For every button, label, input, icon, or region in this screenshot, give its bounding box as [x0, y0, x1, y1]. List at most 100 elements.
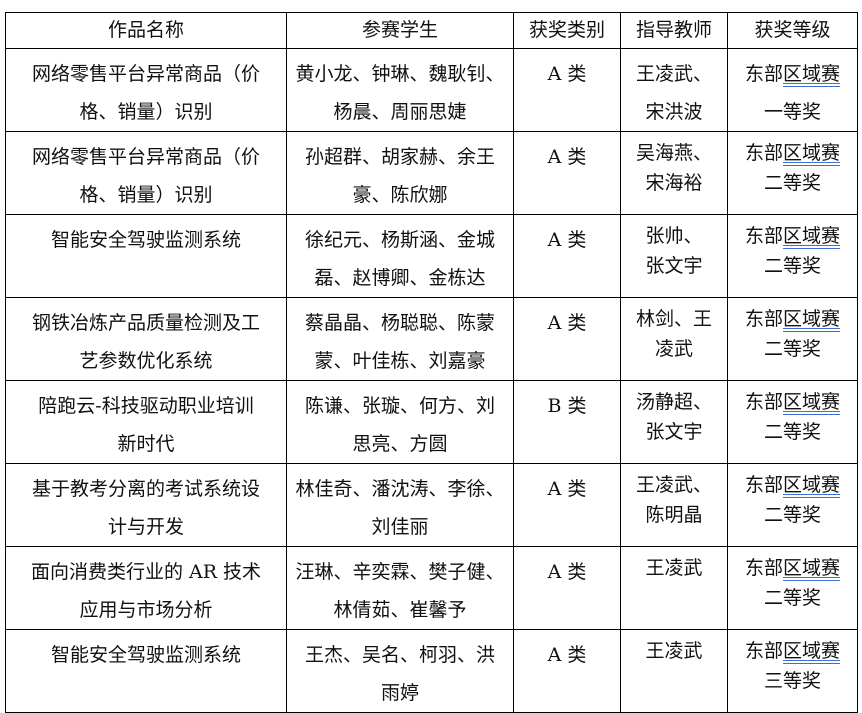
students-cell: 陈谦、张璇、何方、刘 思亮、方圆 [286, 380, 514, 464]
teachers-cell: 吴海燕、 宋海裕 [620, 131, 728, 215]
students-cell-line: 磊、赵博卿、金栋达 [314, 267, 486, 289]
teachers-cell-line: 张文宇 [645, 255, 703, 277]
students-cell: 徐纪元、杨斯涵、金城 磊、赵博卿、金栋达 [286, 214, 514, 298]
award-level: 二等奖 [763, 172, 821, 194]
award-content: 东部区域赛 二等奖 [728, 298, 857, 364]
category-content: A 类 [514, 215, 620, 259]
students-cell-content: 徐纪元、杨斯涵、金城 磊、赵博卿、金栋达 [287, 215, 513, 297]
students-cell-content: 陈谦、张璇、何方、刘 思亮、方圆 [287, 381, 513, 463]
teachers-cell-line: 宋海裕 [645, 172, 703, 194]
students-cell-content: 王杰、吴名、柯羽、洪 雨婷 [287, 630, 513, 712]
students-cell-line: 林佳奇、潘沈涛、李徐、 [295, 478, 505, 500]
students-cell-line: 王杰、吴名、柯羽、洪 [304, 644, 495, 666]
table-row: 钢铁冶炼产品质量检测及工 艺参数优化系统 蔡晶晶、杨聪聪、陈蒙 蒙、叶佳栋、刘嘉豪 A … [5, 297, 858, 381]
students-cell: 蔡晶晶、杨聪聪、陈蒙 蒙、叶佳栋、刘嘉豪 [286, 297, 514, 381]
table-row: 陪跑云-科技驱动职业培训 新时代 陈谦、张璇、何方、刘 思亮、方圆 B 类汤静超、 张文宇… [5, 380, 858, 464]
students-cell-line: 杨晨、周丽思婕 [333, 101, 467, 123]
award-content: 东部区域赛一等奖 [728, 49, 857, 131]
category-content: A 类 [514, 464, 620, 508]
work-name-cell-content: 面向消费类行业的 AR 技术 应用与市场分析 [6, 547, 286, 629]
teachers-cell-line: 吴海燕、 [635, 142, 712, 164]
category-content: A 类 [514, 49, 620, 93]
award-prefix: 东部 [744, 63, 783, 85]
work-name-cell-line: 陪跑云-科技驱动职业培训 [38, 395, 254, 417]
award-line: 东部区域赛 [728, 636, 857, 666]
teachers-cell-content: 王凌武 [621, 630, 727, 666]
category-content: A 类 [514, 630, 620, 674]
students-cell-line: 刘佳丽 [371, 516, 429, 538]
work-name-cell-line: 应用与市场分析 [79, 599, 213, 621]
award-line: 东部区域赛 [728, 55, 857, 93]
teachers-cell: 王凌武 [620, 546, 728, 630]
students-cell-line: 蔡晶晶、杨聪聪、陈蒙 [304, 312, 495, 334]
award-prefix: 东部 [744, 225, 783, 247]
teachers-cell-line: 王凌武、 [635, 474, 712, 496]
students-cell-line: 徐纪元、杨斯涵、金城 [304, 229, 495, 251]
work-name-cell-content: 钢铁冶炼产品质量检测及工 艺参数优化系统 [6, 298, 286, 380]
award-prefix: 东部 [744, 391, 783, 413]
award-cell: 东部区域赛二等奖 [727, 380, 858, 464]
work-name-cell-line: 格、销量）识别 [79, 184, 213, 206]
award-prefix: 东部 [744, 308, 783, 330]
category-content: A 类 [514, 132, 620, 176]
work-name-cell-line: 计与开发 [107, 516, 184, 538]
teachers-cell-line: 汤静超、 [635, 391, 712, 413]
students-cell-line: 蒙、叶佳栋、刘嘉豪 [314, 350, 486, 372]
category-value: A 类 [547, 63, 587, 85]
award-region: 区域赛 [783, 474, 841, 496]
header-work: 作品名称 [5, 12, 287, 49]
teachers-cell-line: 宋洪波 [645, 101, 703, 123]
category-value: A 类 [547, 312, 587, 334]
awards-table: 作品名称 参赛学生 获奖类别 指导教师 获奖等级 网络零售平台异常商品（价 格、销… [5, 12, 858, 713]
category-cell: A 类 [513, 463, 621, 547]
award-level: 一等奖 [763, 101, 821, 123]
work-name-cell: 网络零售平台异常商品（价 格、销量）识别 [5, 131, 287, 215]
award-region: 区域赛 [783, 308, 841, 330]
work-name-cell-content: 智能安全驾驶监测系统 [6, 630, 286, 674]
students-cell: 黄小龙、钟琳、魏耿钊、 杨晨、周丽思婕 [286, 48, 514, 132]
students-cell-content: 孙超群、胡家赫、余王 豪、陈欣娜 [287, 132, 513, 214]
teachers-cell-content: 王凌武、 陈明晶 [621, 464, 727, 530]
work-name-cell: 网络零售平台异常商品（价 格、销量）识别 [5, 48, 287, 132]
students-cell: 王杰、吴名、柯羽、洪 雨婷 [286, 629, 514, 713]
teachers-cell: 王凌武 [620, 629, 728, 713]
teachers-cell: 王凌武、 陈明晶 [620, 463, 728, 547]
teachers-cell: 王凌武、 宋洪波 [620, 48, 728, 132]
award-content: 东部区域赛 二等奖 [728, 132, 857, 198]
students-cell-line: 豪、陈欣娜 [352, 184, 448, 206]
header-category: 获奖类别 [513, 12, 621, 49]
work-name-cell-line: 面向消费类行业的 AR 技术 [30, 561, 262, 583]
header-award: 获奖等级 [727, 12, 858, 49]
category-value: A 类 [547, 644, 587, 666]
award-region: 区域赛 [783, 63, 841, 85]
students-cell: 林佳奇、潘沈涛、李徐、 刘佳丽 [286, 463, 514, 547]
students-cell: 汪琳、辛奕霖、樊子健、 林倩茹、崔馨予 [286, 546, 514, 630]
work-name-cell-line: 格、销量）识别 [79, 101, 213, 123]
work-name-cell: 基于教考分离的考试系统设 计与开发 [5, 463, 287, 547]
award-content: 东部区域赛 二等奖 [728, 215, 857, 281]
header-teachers: 指导教师 [620, 12, 728, 49]
category-content: A 类 [514, 298, 620, 342]
award-level: 二等奖 [763, 504, 821, 526]
students-cell-line: 思亮、方圆 [352, 433, 448, 455]
award-prefix: 东部 [744, 474, 783, 496]
work-name-cell-content: 智能安全驾驶监测系统 [6, 215, 286, 259]
students-cell-line: 林倩茹、崔馨予 [333, 599, 467, 621]
students-cell-line: 汪琳、辛奕霖、樊子健、 [295, 561, 505, 583]
students-cell-line: 孙超群、胡家赫、余王 [304, 146, 495, 168]
students-cell: 孙超群、胡家赫、余王 豪、陈欣娜 [286, 131, 514, 215]
award-region: 区域赛 [783, 225, 841, 247]
award-region: 区域赛 [783, 391, 841, 413]
students-cell-line: 陈谦、张璇、何方、刘 [304, 395, 495, 417]
work-name-cell-content: 陪跑云-科技驱动职业培训 新时代 [6, 381, 286, 463]
category-value: A 类 [547, 478, 587, 500]
award-level: 二等奖 [763, 421, 821, 443]
category-cell: A 类 [513, 214, 621, 298]
category-cell: A 类 [513, 48, 621, 132]
header-students: 参赛学生 [286, 12, 514, 49]
students-cell-line: 黄小龙、钟琳、魏耿钊、 [295, 63, 505, 85]
table-row: 网络零售平台异常商品（价 格、销量）识别 孙超群、胡家赫、余王 豪、陈欣娜 A 类吴海燕… [5, 131, 858, 215]
teachers-cell: 张帅、 张文宇 [620, 214, 728, 298]
teachers-cell-line: 陈明晶 [645, 504, 703, 526]
teachers-cell: 林剑、王 凌武 [620, 297, 728, 381]
